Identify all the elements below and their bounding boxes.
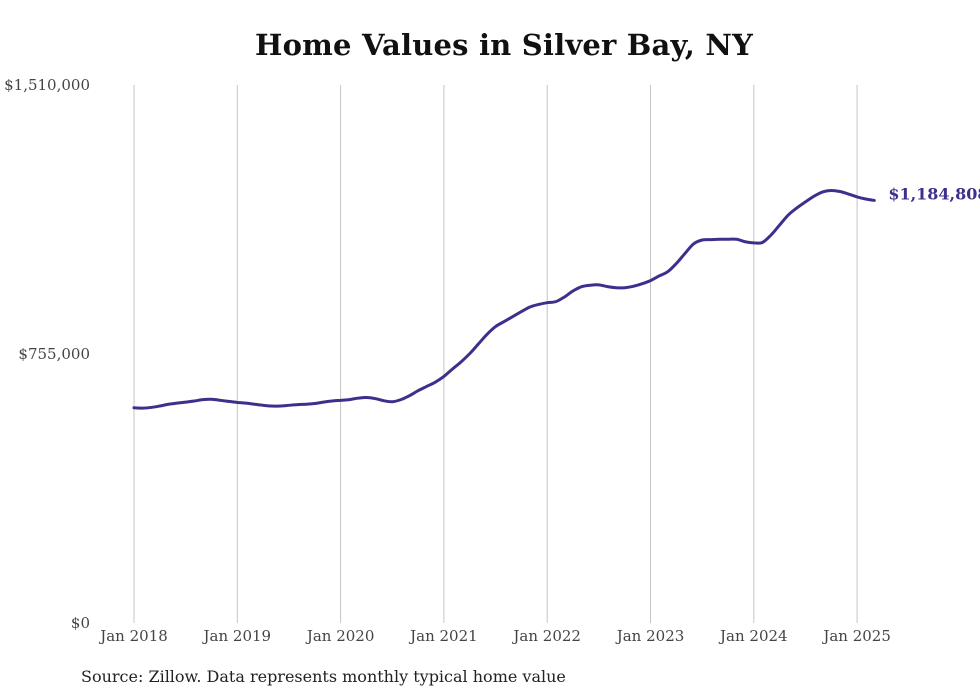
end-value-label: $1,184,808 xyxy=(888,184,980,203)
x-tick-label: Jan 2022 xyxy=(511,627,581,645)
vertical-gridlines xyxy=(133,85,858,623)
x-tick-label: Jan 2020 xyxy=(305,627,375,645)
x-tick-label: Jan 2024 xyxy=(718,627,788,645)
y-axis-tick-labels: $0 $755,000 $1,510,000 xyxy=(4,76,90,632)
x-tick-label: Jan 2025 xyxy=(821,627,891,645)
x-axis-tick-labels: Jan 2018 Jan 2019 Jan 2020 Jan 2021 Jan 2022… xyxy=(98,627,891,645)
y-tick-label: $0 xyxy=(71,614,90,632)
home-value-line xyxy=(132,188,876,410)
x-tick-label: Jan 2018 xyxy=(98,627,168,645)
series-line-group xyxy=(132,188,876,410)
end-value-label-group: $1,184,808 xyxy=(888,184,980,203)
y-tick-label: $1,510,000 xyxy=(4,76,90,94)
chart-title: Home Values in Silver Bay, NY xyxy=(254,28,753,62)
x-tick-label: Jan 2023 xyxy=(615,627,685,645)
source-note: Source: Zillow. Data represents monthly … xyxy=(81,667,566,686)
y-tick-label: $755,000 xyxy=(18,345,90,363)
x-tick-label: Jan 2021 xyxy=(408,627,478,645)
x-tick-label: Jan 2019 xyxy=(202,627,272,645)
